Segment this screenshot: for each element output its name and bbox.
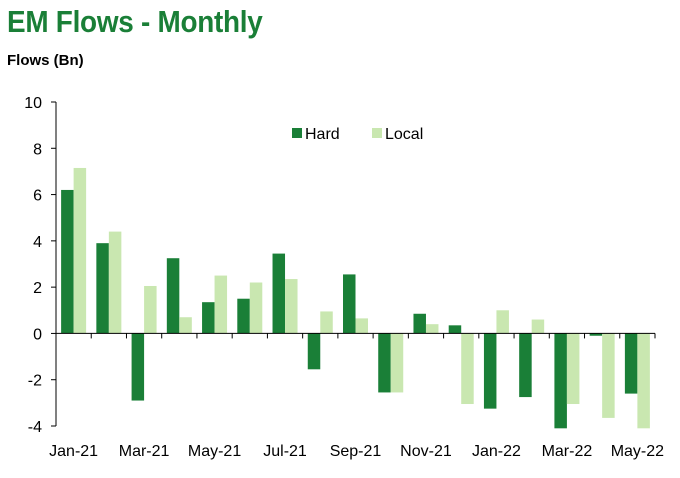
bar-local-jan-22 [496,310,509,334]
bar-local-mar-21 [144,285,157,334]
bar-hard-jul-21 [272,253,286,334]
bar-local-apr-22 [602,333,615,418]
bar-hard-aug-21 [307,333,321,370]
bar-local-mar-22 [566,333,580,405]
y-tick-label: 0 [33,326,42,343]
bar-local-jun-21 [249,282,263,334]
legend-swatch-hard [292,128,302,138]
bar-hard-mar-22 [554,333,567,429]
bar-hard-jan-21 [61,189,74,334]
x-tick-label: Mar-21 [119,443,170,460]
x-tick-label: Jul-21 [263,443,307,460]
bar-hard-sep-21 [343,274,356,334]
bar-local-oct-21 [390,333,404,393]
chart-title: EM Flows - Monthly [7,4,263,39]
y-tick-label: 10 [24,95,42,112]
bar-local-may-21 [214,275,228,334]
bar-hard-oct-21 [378,333,391,393]
bar-hard-feb-22 [519,333,532,398]
bar-hard-jan-22 [483,333,497,409]
x-tick-label: Jan-22 [472,443,521,460]
bar-local-jan-21 [73,167,87,334]
bar-local-apr-21 [179,317,192,334]
y-tick-label: -4 [28,419,42,436]
bar-hard-may-21 [202,302,215,334]
bar-hard-apr-22 [589,333,603,336]
bar-local-nov-21 [425,324,439,334]
legend-label-local: Local [385,126,423,143]
bar-local-jul-21 [285,279,298,334]
bar-hard-nov-21 [413,313,426,334]
bar-local-aug-21 [320,311,333,334]
x-tick-label: May-21 [188,443,241,460]
legend-label-hard: Hard [305,126,340,143]
legend-swatch-local [372,128,382,138]
x-tick-label: Mar-22 [542,443,593,460]
bar-hard-dec-21 [448,325,462,334]
bar-local-dec-21 [461,333,474,405]
x-tick-label: May-22 [611,443,664,460]
bar-local-feb-21 [108,231,122,334]
y-tick-label: 6 [33,188,42,205]
bar-hard-mar-21 [131,333,145,401]
bar-hard-apr-21 [166,258,180,334]
bar-hard-may-22 [624,333,638,394]
y-tick-label: 4 [33,234,42,251]
y-tick-label: 8 [33,141,42,158]
y-tick-label: 2 [33,280,42,297]
bar-local-feb-22 [531,319,545,334]
x-tick-label: Sep-21 [330,443,382,460]
bar-hard-jun-21 [237,298,250,334]
bar-hard-feb-21 [96,243,109,334]
bar-local-may-22 [637,333,650,429]
x-tick-label: Jan-21 [49,443,98,460]
x-tick-label: Nov-21 [400,443,452,460]
bar-local-sep-21 [355,318,368,334]
y-tick-label: -2 [28,373,42,390]
y-axis-label: Flows (Bn) [7,52,84,69]
